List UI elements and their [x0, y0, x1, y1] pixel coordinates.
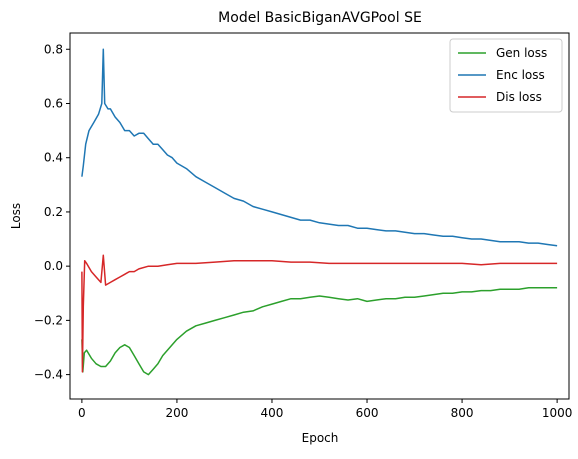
x-tick-label: 1000	[542, 406, 573, 420]
chart-title: Model BasicBiganAVGPool SE	[218, 10, 422, 26]
legend-label: Dis loss	[496, 90, 542, 104]
x-tick-label: 0	[78, 406, 86, 420]
series-line-gen-loss	[81, 287, 558, 376]
legend-label: Enc loss	[496, 68, 545, 82]
x-axis: 0 200 400 600 800 1000	[78, 399, 572, 420]
y-tick-label: 0.8	[44, 42, 63, 56]
x-tick-label: 400	[261, 406, 284, 420]
y-tick-label: 0.2	[44, 205, 63, 219]
y-axis-label: Loss	[9, 203, 23, 229]
series-line-dis-loss	[81, 254, 558, 373]
y-tick-label: 0.4	[44, 151, 63, 165]
x-tick-label: 200	[165, 406, 188, 420]
y-tick-label: −0.2	[34, 313, 63, 327]
x-axis-label: Epoch	[302, 431, 339, 445]
x-tick-label: 600	[356, 406, 379, 420]
y-tick-label: 0.0	[44, 259, 63, 273]
x-tick-label: 800	[451, 406, 474, 420]
y-tick-label: −0.4	[34, 368, 63, 382]
legend-label: Gen loss	[496, 46, 547, 60]
plot-area	[81, 48, 558, 376]
y-axis: −0.4 −0.2 0.0 0.2 0.4 0.6 0.8	[34, 42, 70, 382]
legend: Gen loss Enc loss Dis loss	[449, 38, 563, 113]
series-line-enc-loss	[81, 48, 558, 247]
plot-frame	[69, 32, 570, 400]
legend-box	[449, 38, 563, 113]
y-tick-label: 0.6	[44, 96, 63, 110]
